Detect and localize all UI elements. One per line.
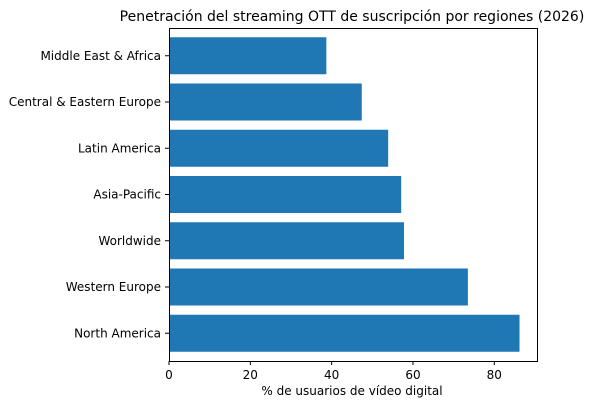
bar-worldwide [169,222,405,260]
y-tick-label: Western Europe [66,280,161,294]
plot-frame [169,28,538,362]
y-tick-label: Worldwide [98,234,161,248]
x-axis: 0 20 40 60 80 [165,361,502,382]
bar-north-america [169,314,520,352]
y-axis: North America Western Europe Worldwide Asia… [9,49,169,340]
bar-middle-east-and-africa [169,37,327,75]
x-axis-label: % de usuarios de vídeo digital [261,384,442,398]
x-tick-label: 60 [405,368,420,382]
y-tick-label: Middle East & Africa [40,49,161,63]
x-tick-label: 40 [324,368,339,382]
bars-layer [169,37,520,352]
y-tick-label: Central & Eastern Europe [9,95,161,109]
x-tick-label: 80 [487,368,502,382]
chart-title: Penetración del streaming OTT de suscrip… [120,9,585,25]
bar-latin-america [169,129,389,167]
bar-western-europe [169,268,468,306]
y-tick-label: Asia-Pacific [93,188,161,202]
bar-central-and-eastern-europe [169,83,362,121]
bar-asia-pacific [169,176,402,213]
x-tick-label: 0 [165,368,173,382]
y-tick-label: North America [74,326,161,340]
y-tick-label: Latin America [78,141,161,155]
x-tick-label: 20 [243,368,258,382]
